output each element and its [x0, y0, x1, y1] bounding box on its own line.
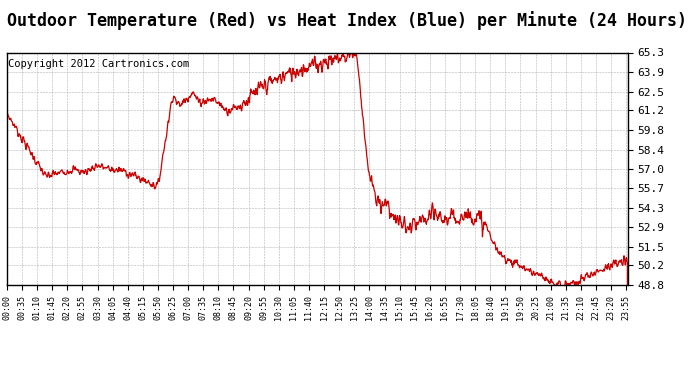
Text: Outdoor Temperature (Red) vs Heat Index (Blue) per Minute (24 Hours) 20120530: Outdoor Temperature (Red) vs Heat Index …: [7, 11, 690, 30]
Text: Copyright 2012 Cartronics.com: Copyright 2012 Cartronics.com: [8, 60, 189, 69]
